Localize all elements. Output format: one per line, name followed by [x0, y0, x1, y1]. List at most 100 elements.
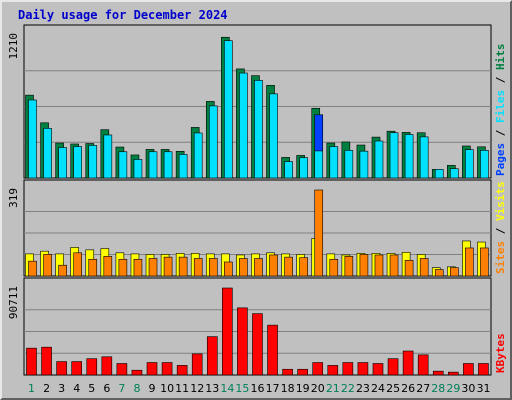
bar-kbytes-day-19 [297, 368, 308, 376]
bar-kbytes-day-22 [342, 362, 354, 376]
x-tick-label-day-22: 22 [341, 382, 355, 395]
x-tick-label-day-20: 20 [311, 382, 325, 395]
x-tick-label-day-18: 18 [281, 382, 295, 395]
bar-kbytes-day-1 [26, 347, 37, 376]
bar-files-day-10 [163, 151, 173, 179]
bar-files-day-14 [224, 40, 233, 179]
bar-kbytes-day-24 [372, 363, 384, 376]
y-max-label-hits-files-pages: 1210 [7, 33, 20, 60]
legend-kbytes: KBytes [494, 333, 507, 373]
x-tick-label-day-3: 3 [58, 382, 65, 395]
x-tick-label-day-8: 8 [133, 382, 140, 395]
legend-separator: / [494, 123, 507, 143]
bar-kbytes-day-8 [131, 369, 143, 376]
bar-sites-day-14 [224, 261, 233, 277]
bar-kbytes-day-7 [116, 363, 128, 376]
legend-entry-hits: Hits [494, 44, 507, 71]
chart-title: Daily usage for December 2024 [18, 8, 228, 22]
bar-kbytes-day-13 [206, 336, 218, 376]
x-tick-label-day-13: 13 [205, 382, 219, 395]
bar-files-day-12 [193, 132, 203, 179]
bar-sites-day-24 [374, 254, 384, 277]
bar-files-day-5 [88, 145, 98, 179]
bar-files-day-27 [419, 136, 429, 179]
bar-files-day-13 [208, 105, 218, 179]
x-tick-label-day-19: 19 [296, 382, 310, 395]
bar-kbytes-day-23 [357, 362, 369, 376]
bar-kbytes-day-10 [161, 362, 173, 376]
bar-sites-day-4 [73, 252, 82, 277]
bar-sites-day-29 [450, 267, 459, 277]
bar-kbytes-day-26 [402, 350, 414, 376]
y-max-label-visits-sites: 319 [7, 188, 20, 208]
bar-sites-day-7 [118, 258, 128, 277]
bar-files-day-16 [254, 80, 263, 179]
bar-files-day-6 [103, 134, 113, 179]
bar-kbytes-day-31 [478, 363, 489, 376]
x-tick-label-day-29: 29 [446, 382, 460, 395]
x-tick-label-day-21: 21 [326, 382, 340, 395]
bar-kbytes-day-27 [417, 354, 429, 376]
bar-files-day-22 [344, 150, 354, 179]
bar-files-day-25 [389, 132, 399, 179]
bar-files-day-19 [299, 157, 308, 179]
legend-entry-files: Files [494, 90, 507, 123]
bar-kbytes-day-3 [56, 361, 67, 376]
legend-entry-visits: Visits [494, 181, 507, 221]
legend-entry-pages: Pages [494, 143, 507, 176]
bar-kbytes-day-17 [267, 324, 278, 376]
x-tick-label-day-30: 30 [461, 382, 475, 395]
bar-kbytes-day-18 [282, 368, 293, 376]
bar-kbytes-day-4 [71, 361, 82, 376]
legend-entry-kbytes: KBytes [494, 333, 507, 373]
bar-files-day-18 [284, 161, 293, 179]
bar-files-day-15 [239, 72, 248, 179]
x-tick-label-day-27: 27 [416, 382, 430, 395]
legend-visits-sites: Sites / Visits [494, 181, 507, 274]
x-tick-label-day-24: 24 [371, 382, 385, 395]
bar-sites-day-19 [299, 257, 308, 277]
bar-sites-day-10 [163, 256, 173, 277]
bar-files-day-3 [58, 147, 67, 179]
x-tick-label-day-5: 5 [88, 382, 95, 395]
bar-files-day-17 [269, 93, 278, 179]
bar-files-day-20 [314, 150, 324, 179]
x-tick-label-day-28: 28 [431, 382, 445, 395]
bar-sites-day-28 [434, 269, 444, 277]
legend-entry-sites: Sites [494, 241, 507, 274]
bar-sites-day-18 [284, 256, 293, 277]
x-tick-label-day-11: 11 [175, 382, 189, 395]
bar-sites-day-22 [344, 256, 354, 277]
bar-sites-day-12 [193, 258, 203, 277]
bar-kbytes-day-5 [86, 358, 98, 376]
bar-files-day-29 [450, 168, 459, 179]
bar-files-day-26 [404, 134, 414, 179]
bar-kbytes-day-12 [191, 353, 203, 376]
bar-sites-day-23 [359, 254, 369, 277]
x-tick-label-day-2: 2 [43, 382, 50, 395]
bar-sites-day-17 [269, 254, 278, 277]
legend-separator: / [494, 221, 507, 241]
bar-files-day-9 [148, 151, 158, 179]
bar-sites-day-6 [103, 256, 113, 277]
legend-separator: / [494, 70, 507, 90]
bar-sites-day-25 [389, 254, 399, 277]
bar-files-day-23 [359, 150, 369, 179]
x-tick-label-day-26: 26 [401, 382, 415, 395]
bar-files-day-7 [118, 151, 128, 179]
bar-sites-day-3 [58, 264, 67, 277]
bar-sites-day-1 [28, 260, 37, 277]
bar-kbytes-day-16 [252, 313, 263, 376]
bar-sites-day-2 [43, 254, 52, 277]
x-tick-label-day-7: 7 [118, 382, 125, 395]
bar-sites-day-8 [133, 258, 143, 277]
bar-kbytes-day-14 [222, 287, 233, 376]
x-tick-label-day-14: 14 [220, 382, 234, 395]
bar-files-day-21 [329, 146, 339, 179]
x-tick-label-day-25: 25 [386, 382, 400, 395]
bar-sites-day-31 [480, 247, 489, 277]
bar-sites-day-27 [419, 258, 429, 277]
bar-kbytes-day-15 [237, 307, 248, 376]
bar-kbytes-day-2 [41, 346, 52, 376]
